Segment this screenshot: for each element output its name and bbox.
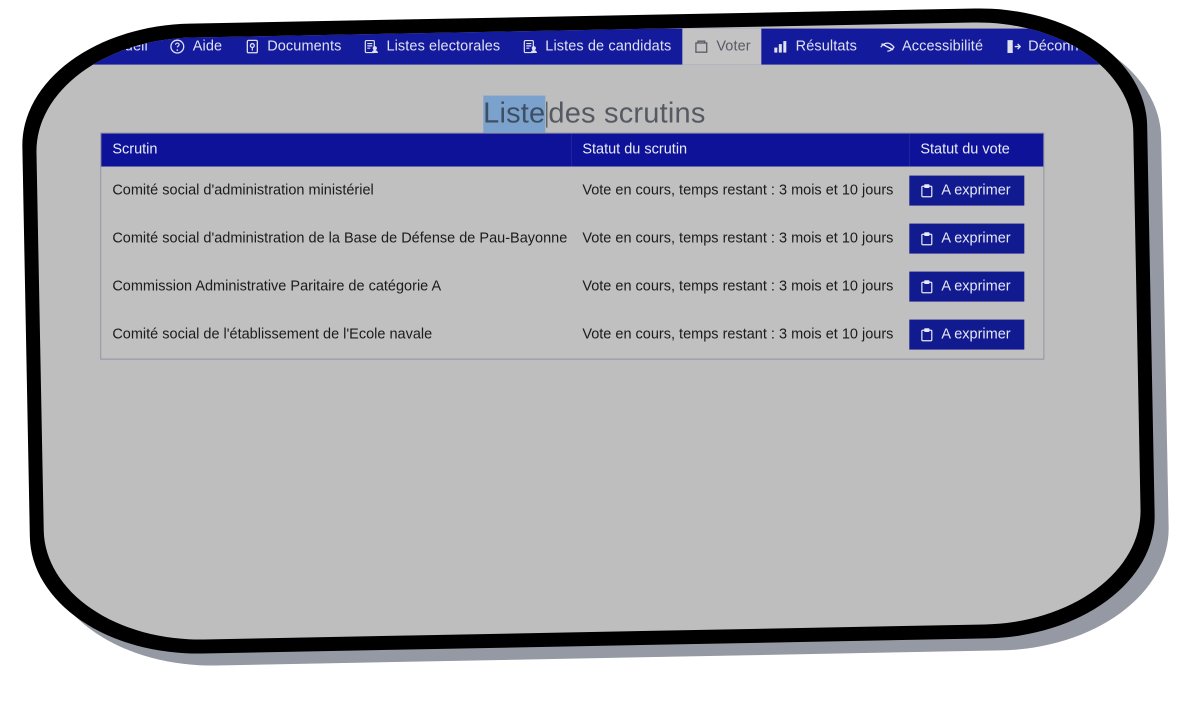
nav-item-accessibilite[interactable]: Accessibilité <box>868 29 994 65</box>
cell-scrutin-name: Comité social d'administration ministéri… <box>101 166 572 215</box>
column-header-statut-vote: Statut du vote <box>909 133 1044 167</box>
main-navigation-bar: Accueil Aide <box>34 28 1143 65</box>
list-candidate-icon <box>522 39 538 55</box>
help-circle-icon <box>170 39 186 55</box>
cell-scrutin-name: Commission Administrative Paritaire de c… <box>101 262 572 311</box>
nav-item-accueil[interactable]: Accueil <box>66 29 158 65</box>
text-cursor <box>546 102 548 129</box>
table-body: Comité social d'administration ministéri… <box>101 166 1044 359</box>
table-row: Comité social d'administration ministéri… <box>101 166 1044 215</box>
cell-vote-status: A exprimer <box>909 262 1044 311</box>
nav-label: Aide <box>192 38 223 55</box>
nav-item-resultats[interactable]: Résultats <box>762 29 868 65</box>
a-exprimer-label: A exprimer <box>941 182 1011 199</box>
scrutins-table: Scrutin Statut du scrutin Statut du vote… <box>101 133 1044 359</box>
table-row: Comité social de l'établissement de l'Ec… <box>101 310 1044 359</box>
nav-label: Listes electorales <box>386 38 501 55</box>
cell-scrutin-status: Vote en cours, temps restant : 3 mois et… <box>571 214 910 263</box>
bar-chart-icon <box>773 39 789 55</box>
a-exprimer-label: A exprimer <box>941 326 1011 343</box>
a-exprimer-label: A exprimer <box>941 278 1011 295</box>
a-exprimer-button[interactable]: A exprimer <box>909 271 1025 302</box>
nav-item-listes-electorales[interactable]: Listes electorales <box>352 29 511 65</box>
a-exprimer-label: A exprimer <box>941 230 1011 247</box>
application-window: Accueil Aide <box>34 19 1143 643</box>
table-header-row: Scrutin Statut du scrutin Statut du vote <box>101 133 1044 167</box>
cell-vote-status: A exprimer <box>909 214 1044 263</box>
nav-item-voter[interactable]: Voter <box>682 28 762 65</box>
home-icon <box>77 39 93 55</box>
nav-item-aide[interactable]: Aide <box>159 29 233 65</box>
nav-item-deconnexion[interactable]: Déconnexion <box>994 29 1125 65</box>
table-row: Comité social d'administration de la Bas… <box>101 214 1044 263</box>
list-person-icon <box>363 39 379 55</box>
nav-label: Documents <box>267 38 342 55</box>
cell-scrutin-name: Comité social d'administration de la Bas… <box>101 214 572 263</box>
cell-scrutin-status: Vote en cours, temps restant : 3 mois et… <box>571 262 910 311</box>
table-row: Commission Administrative Paritaire de c… <box>101 262 1044 311</box>
clipboard-icon <box>919 231 934 246</box>
cell-scrutin-status: Vote en cours, temps restant : 3 mois et… <box>571 166 910 215</box>
table-head: Scrutin Statut du scrutin Statut du vote <box>101 133 1044 167</box>
page-title-rest: des scrutins <box>548 98 706 131</box>
a-exprimer-button[interactable]: A exprimer <box>909 223 1025 254</box>
logout-icon <box>1005 39 1021 55</box>
eye-slash-icon <box>879 39 895 55</box>
scrutins-table-container: Scrutin Statut du scrutin Statut du vote… <box>100 132 1045 360</box>
nav-label: Déconnexion <box>1028 38 1114 55</box>
column-header-statut-scrutin: Statut du scrutin <box>571 133 910 167</box>
nav-label: Accessibilité <box>902 38 984 55</box>
cell-vote-status: A exprimer <box>909 310 1044 359</box>
nav-label: Résultats <box>795 38 858 55</box>
page-title: Liste des scrutins <box>34 96 1142 134</box>
cell-scrutin-status: Vote en cours, temps restant : 3 mois et… <box>571 310 910 359</box>
a-exprimer-button[interactable]: A exprimer <box>909 319 1025 350</box>
page-title-selected-text: Liste <box>483 96 546 134</box>
nav-item-listes-de-candidats[interactable]: Listes de candidats <box>511 29 682 65</box>
masked-window-viewport: Accueil Aide <box>34 19 1143 643</box>
a-exprimer-button[interactable]: A exprimer <box>909 175 1025 206</box>
nav-label: Listes de candidats <box>545 38 672 55</box>
ballot-box-icon <box>693 39 709 55</box>
clipboard-icon <box>919 279 934 294</box>
nav-label: Voter <box>716 38 751 55</box>
document-icon <box>244 39 260 55</box>
nav-label: Accueil <box>100 38 148 55</box>
nav-item-documents[interactable]: Documents <box>233 29 352 65</box>
clipboard-icon <box>919 327 934 342</box>
cell-scrutin-name: Comité social de l'établissement de l'Ec… <box>101 310 572 359</box>
clipboard-icon <box>919 183 934 198</box>
cell-vote-status: A exprimer <box>909 166 1044 215</box>
column-header-scrutin: Scrutin <box>101 133 572 167</box>
